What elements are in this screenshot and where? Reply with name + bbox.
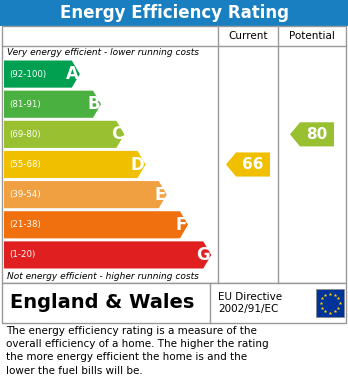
Text: England & Wales: England & Wales — [10, 294, 195, 312]
Text: (69-80): (69-80) — [9, 130, 41, 139]
Polygon shape — [4, 181, 167, 208]
Text: F: F — [176, 216, 187, 234]
Polygon shape — [4, 211, 188, 239]
Text: Current: Current — [228, 31, 268, 41]
Text: Energy Efficiency Rating: Energy Efficiency Rating — [60, 4, 288, 22]
Text: 66: 66 — [242, 157, 264, 172]
Polygon shape — [4, 121, 124, 148]
Text: C: C — [111, 126, 123, 143]
Text: D: D — [131, 156, 144, 174]
Text: A: A — [66, 65, 79, 83]
Polygon shape — [4, 241, 211, 269]
Text: (39-54): (39-54) — [9, 190, 41, 199]
Polygon shape — [290, 122, 334, 146]
Text: Potential: Potential — [289, 31, 335, 41]
Polygon shape — [4, 61, 80, 88]
Text: EU Directive: EU Directive — [218, 292, 282, 302]
Text: E: E — [155, 186, 166, 204]
Text: (81-91): (81-91) — [9, 100, 41, 109]
Text: 2002/91/EC: 2002/91/EC — [218, 304, 278, 314]
Polygon shape — [4, 91, 101, 118]
Text: (21-38): (21-38) — [9, 220, 41, 229]
Polygon shape — [226, 152, 270, 177]
Text: Very energy efficient - lower running costs: Very energy efficient - lower running co… — [7, 48, 199, 57]
Bar — [0, 0, 348, 26]
Bar — [316, 289, 344, 317]
Text: (1-20): (1-20) — [9, 250, 35, 260]
Text: 80: 80 — [306, 127, 327, 142]
Polygon shape — [4, 151, 145, 178]
Text: B: B — [87, 95, 100, 113]
Text: (55-68): (55-68) — [9, 160, 41, 169]
Text: Not energy efficient - higher running costs: Not energy efficient - higher running co… — [7, 272, 199, 281]
Text: G: G — [197, 246, 210, 264]
Bar — [2, 26, 346, 283]
Text: The energy efficiency rating is a measure of the
overall efficiency of a home. T: The energy efficiency rating is a measur… — [6, 326, 269, 376]
Bar — [2, 283, 346, 323]
Text: (92-100): (92-100) — [9, 70, 46, 79]
